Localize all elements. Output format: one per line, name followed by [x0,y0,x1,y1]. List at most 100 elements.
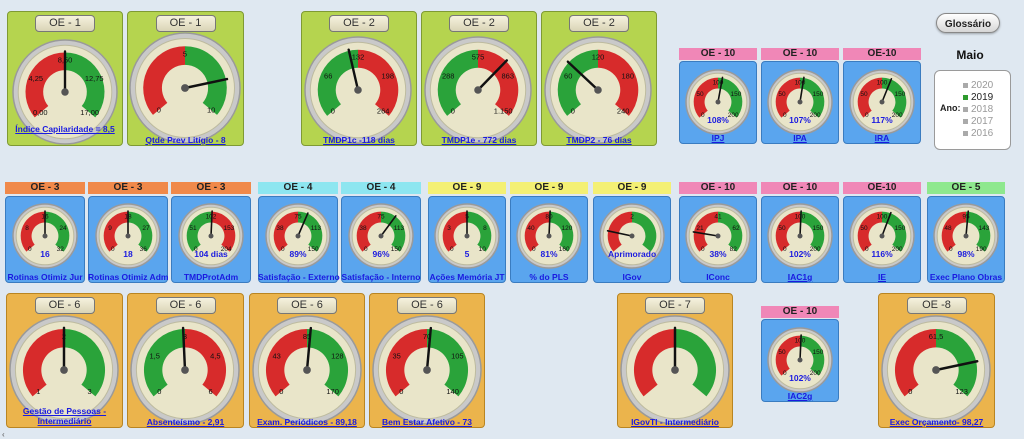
gauge-tick-label: 0 [783,370,787,377]
gauge-tick-label: 2 [630,213,634,220]
gauge-needle [799,210,802,237]
gauge-hub [303,366,311,374]
gauge-absenteismo: 0 1,5 3 4,5 6 [130,315,240,425]
gauge-tick-label: 0 [279,387,283,396]
kpi-caption-link[interactable]: Exec Orçamento- 98,27 [889,417,984,427]
gauge-bem-estar-afetivo: 0 35 70 105 140 [372,315,482,425]
kpi-caption-link[interactable]: TMDProtAdm [183,272,239,282]
gauge-band [941,211,966,252]
gauge-tick-label: 113 [311,225,322,232]
gauge-tick-label: 6 [209,387,213,396]
objective-header: OE - 10 [679,182,757,194]
kpi-caption-link[interactable]: Satisfação - Externo [258,272,340,282]
gauge-tick-label: 102 [206,213,217,220]
radio-icon [963,82,968,88]
gauge-band [442,211,467,252]
gauge-tmdprotadm: 0 51 102 153 204 [178,203,244,269]
gauge-needle [297,212,309,237]
kpi-caption-link[interactable]: IAC1g [787,272,813,282]
kpi-caption-link[interactable]: IRA [874,133,890,143]
gauge-band [800,335,825,376]
year-option-label: 2016 [971,128,994,139]
gauge-band [799,77,825,118]
gauge-igovti [620,315,730,425]
kpi-value: 116% [871,249,893,260]
kpi-caption-link[interactable]: TMDP2 - 76 dias [566,135,632,145]
gauge-tick-label: 150 [391,246,402,253]
gauge-tick-label: 0 [157,105,161,114]
gauge-tick-label: 143 [979,225,990,232]
gauge-tick-label: 8 [483,225,487,232]
kpi-caption-link[interactable]: Absenteísmo - 2,91 [146,417,225,427]
kpi-caption-link[interactable]: IPA [793,133,807,143]
gauge-tick-label: 0 [399,387,403,396]
gauge-tick-label: 200 [728,112,739,119]
kpi-caption-link[interactable]: IE [877,272,887,282]
gauge-pct-do-pls: 0 40 80 120 160 [516,203,582,269]
gauge-tick-label: 0 [364,246,368,253]
objective-header: OE - 3 [171,182,251,194]
objective-header: OE - 6 [34,297,95,314]
kpi-caption-link[interactable]: Exam. Periódicos - 89,18 [257,417,357,427]
gauge-tick-label: 3 [447,225,451,232]
kpi-caption-link[interactable]: Satisfação - Interno [341,272,421,282]
gauge-tick-label: 32 [57,246,65,253]
gauge-tick-label: 95 [962,213,970,220]
kpi-value: 98% [957,249,975,260]
gauge-hub [879,233,885,239]
kpi-caption-link[interactable]: Qtde Prev Litígio - 8 [145,135,226,145]
gauge-hub [797,233,803,239]
objective-header: OE - 10 [761,48,839,60]
radio-icon [963,118,968,124]
gauge-hub [354,86,362,94]
kpi-caption-link[interactable]: Rotinas Otimiz Jur [7,272,83,282]
radio-icon [963,106,968,112]
gauge-tick-label: 21 [696,225,704,232]
year-option-label: 2020 [971,80,994,91]
objective-header: OE - 7 [645,297,705,314]
gauge-tick-label: 40 [527,225,535,232]
kpi-caption-link[interactable]: IGovTI - Intermediário [631,417,719,427]
kpi-caption-link[interactable]: IAC2g [787,391,813,401]
gauge-tick-label: 60 [564,72,572,81]
kpi-caption-link[interactable]: IConc [706,272,730,282]
gauge-tick-label: 0 [949,246,953,253]
gauge-tick-label: 0 [281,246,285,253]
year-option[interactable]: 2018 [963,104,993,115]
gauge-tick-label: 5 [465,213,469,220]
gauge-tick-label: 70 [423,332,431,341]
kpi-caption-link[interactable]: Rotinas Otimiz Adm [88,272,169,282]
kpi-caption-link[interactable]: IPJ [711,133,725,143]
year-option[interactable]: 2019 [963,92,993,103]
gauge-band [607,211,632,252]
gauge-band [718,211,743,252]
gauge-band [693,211,718,252]
kpi-caption-link[interactable]: Índice Capilaridade = 8,5 [15,124,115,134]
gauge-exam-periodicos: 0 43 85 128 170 [252,315,362,425]
year-option[interactable]: 2017 [963,116,993,127]
objective-header: OE-10 [843,182,921,194]
kpi-caption-link[interactable]: TMDP1e - 772 dias [441,135,517,145]
kpi-caption-link[interactable]: Gestão de Pessoas - Intermediário [22,406,107,426]
objective-header: OE - 9 [510,182,588,194]
kpi-caption-link[interactable]: Ações Memória JT [429,272,505,282]
gauge-tick-label: 150 [895,91,906,98]
gauge-hub [474,86,482,94]
gauge-tick-label: 0 [451,107,455,116]
kpi-caption-link[interactable]: Bem Estar Afetivo - 73 [382,417,472,427]
kpi-caption-link[interactable]: % do PLS [529,272,569,282]
kpi-caption-link[interactable]: Exec Plano Obras [929,272,1003,282]
year-option[interactable]: 2016 [963,128,993,139]
kpi-value: 102% [789,373,811,384]
gauge-tmdp1c: 0 66 132 198 264 [304,36,412,144]
gauge-band [381,211,406,252]
kpi-caption-link[interactable]: IGov [622,272,642,282]
gauge-tick-label: 0 [701,112,705,119]
gauge-hub [181,84,189,92]
month-label: Maio [956,48,984,62]
glossary-button[interactable]: Glossário [936,13,1000,33]
year-option[interactable]: 2020 [963,80,993,91]
gauge-tick-label: 150 [895,225,906,232]
kpi-caption-link[interactable]: TMDP1c -118 dias [323,135,395,145]
gauge-tick-label: 240 [617,107,630,116]
